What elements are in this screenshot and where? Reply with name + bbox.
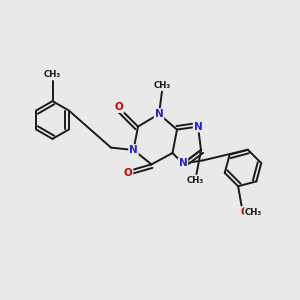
Text: O: O [240,207,249,217]
Text: N: N [178,158,188,169]
Text: CH₃: CH₃ [186,176,204,185]
Text: CH₃: CH₃ [154,81,171,90]
Text: N: N [129,145,138,155]
Text: CH₃: CH₃ [244,208,262,217]
Text: N: N [194,122,202,132]
Text: O: O [124,168,133,178]
Text: N: N [154,109,164,119]
Text: CH₃: CH₃ [44,70,61,79]
Text: O: O [115,102,124,112]
